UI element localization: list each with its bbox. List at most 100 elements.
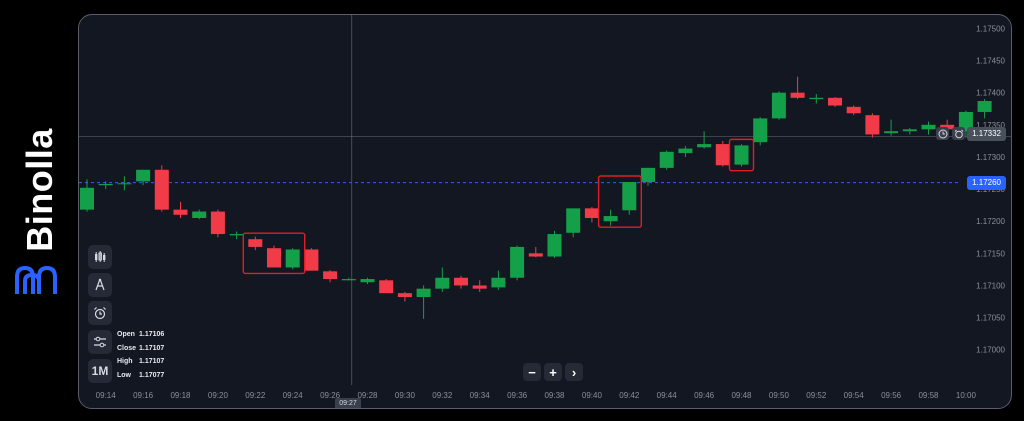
y-tick-label: 1.17400 (976, 89, 1005, 98)
x-tick-label: 09:58 (918, 391, 939, 400)
y-tick-label: 1.17200 (976, 217, 1005, 226)
candle-bullish (884, 131, 899, 134)
timeframe-button[interactable]: 1M (88, 359, 112, 383)
drawing-tools-icon[interactable] (88, 273, 112, 297)
candle-bullish (192, 211, 207, 218)
candle-bullish (98, 183, 113, 186)
brand-name: Binolla (19, 128, 60, 252)
y-tick-label: 1.17500 (976, 24, 1005, 33)
x-tick-label: 09:36 (507, 391, 528, 400)
candles-icon[interactable] (88, 245, 112, 269)
candle-bullish (80, 187, 94, 210)
candle-bearish (267, 248, 281, 268)
candle-bullish (603, 216, 618, 222)
candle-bearish (248, 239, 263, 247)
clock-icon[interactable] (936, 127, 949, 140)
ohlc-close-label: Close (117, 344, 137, 352)
candle-bullish (734, 145, 749, 165)
ohlc-open-value: 1.17106 (139, 331, 165, 338)
candle-bearish (828, 97, 842, 106)
candle-bearish (584, 208, 599, 218)
candle-bullish (771, 92, 786, 119)
x-tick-label: 09:46 (694, 391, 715, 400)
settings-sliders-icon[interactable] (88, 330, 112, 354)
candle-bullish (977, 101, 992, 112)
candle-bearish (528, 253, 543, 257)
candle-bearish (173, 209, 188, 215)
x-tick-label: 09:48 (731, 391, 752, 400)
y-tick-label: 1.17150 (976, 249, 1005, 258)
candle-bearish (454, 277, 468, 286)
price-alert-icon[interactable] (952, 127, 965, 140)
highlight-box (597, 175, 642, 228)
y-tick-label: 1.17350 (976, 121, 1005, 130)
zoom-in-button[interactable]: + (544, 363, 562, 381)
candle-bullish (622, 182, 637, 211)
highlight-box (728, 138, 755, 172)
candle-bearish (323, 271, 338, 280)
x-tick-label: 09:56 (881, 391, 902, 400)
x-tick-label: 09:18 (170, 391, 191, 400)
ohlc-legend: Open 1.17106 Close 1.17107 High 1.17107 Low… (117, 331, 164, 385)
candle-bullish (641, 167, 655, 183)
candle-bullish (566, 208, 581, 233)
candle-bullish (491, 277, 506, 288)
candle-bearish (210, 211, 225, 235)
x-tick-label: 09:52 (806, 391, 827, 400)
x-tick-label: 09:50 (769, 391, 790, 400)
candle-bullish (117, 183, 132, 185)
candlestick-chart[interactable]: 1.17500 1.17450 1.17400 1.17350 1.17300 1.172… (79, 15, 1011, 408)
x-tick-label: 09:32 (432, 391, 453, 400)
ohlc-low-label: Low (117, 371, 131, 379)
x-tick-label: 09:30 (395, 391, 416, 400)
x-tick-label: 09:42 (619, 391, 640, 400)
candle-bullish (958, 111, 973, 132)
brand-sidebar: Binolla (0, 0, 76, 421)
candle-bullish (229, 234, 244, 236)
candle-bearish (790, 92, 805, 98)
y-tick-label: 1.17450 (976, 57, 1005, 66)
x-tick-label: 09:44 (657, 391, 678, 400)
candle-bullish (753, 118, 768, 143)
candle-bullish (285, 249, 300, 268)
candle-bearish (304, 249, 319, 271)
candle-bullish (136, 169, 151, 182)
ohlc-close-value: 1.17107 (139, 344, 165, 352)
x-tick-label: 09:22 (245, 391, 266, 400)
y-tick-label: 1.17000 (976, 346, 1005, 355)
x-tick-label: 10:00 (956, 391, 977, 400)
candle-bearish (865, 115, 880, 135)
candle-bullish (416, 288, 431, 298)
current-price-label: 1.17260 (967, 176, 1006, 190)
x-tick-label: 09:34 (470, 391, 491, 400)
highlight-box (242, 232, 306, 275)
alarm-icon[interactable] (88, 301, 112, 325)
candle-bearish (154, 169, 169, 210)
crosshair-price-label: 1.17332 (967, 127, 1006, 141)
ohlc-open-label: Open (117, 331, 135, 338)
candle-bearish (715, 144, 730, 166)
candle-bullish (697, 144, 712, 148)
y-tick-label: 1.17300 (976, 153, 1005, 162)
x-tick-label: 09:40 (582, 391, 603, 400)
binolla-logo-icon (15, 265, 57, 294)
candle-bullish (435, 277, 450, 289)
ohlc-low-value: 1.17077 (139, 371, 165, 379)
candle-bearish (472, 285, 487, 289)
candle-bullish (547, 234, 562, 257)
x-tick-label: 09:14 (96, 391, 117, 400)
candle-bullish (678, 148, 693, 154)
zoom-out-button[interactable]: − (523, 363, 541, 381)
candle-bearish (397, 293, 412, 298)
candle-bearish (379, 280, 394, 294)
candle-bullish (659, 151, 674, 168)
chart-panel[interactable]: 1.17500 1.17450 1.17400 1.17350 1.17300 1.172… (78, 14, 1012, 409)
y-tick-label: 1.17100 (976, 281, 1005, 290)
x-tick-label: 09:20 (208, 391, 229, 400)
scroll-forward-button[interactable]: › (565, 363, 583, 381)
candle-bullish (809, 97, 824, 100)
candle-bullish (921, 124, 936, 130)
x-tick-label: 09:54 (844, 391, 865, 400)
candle-bullish (360, 279, 375, 283)
ohlc-high-value: 1.17107 (139, 358, 165, 365)
